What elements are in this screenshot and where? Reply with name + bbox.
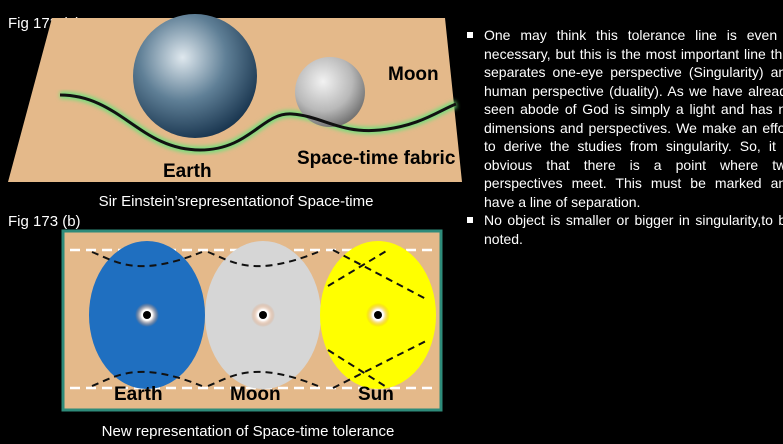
- object-label: Moon: [230, 384, 281, 405]
- center-dot: [143, 311, 151, 319]
- center-dot: [259, 311, 267, 319]
- earth-label: Earth: [163, 161, 212, 182]
- bullet: No object is smaller or bigger in singul…: [467, 211, 783, 248]
- bullet: One may think this tolerance line is eve…: [467, 26, 783, 211]
- bullet-list: One may think this tolerance line is eve…: [466, 26, 783, 248]
- warp-curves: [327, 249, 429, 389]
- fig-a-caption: Sir Einstein’srepresentationof Space-tim…: [99, 193, 374, 210]
- object-label: Sun: [358, 384, 394, 405]
- fabric-label: Space-time fabric: [297, 148, 456, 169]
- fig-b-label: Fig 173 (b): [8, 213, 81, 230]
- warp-curves: [91, 251, 203, 387]
- fig-b-caption: New representation of Space-time toleran…: [102, 423, 395, 440]
- object-label: Earth: [114, 384, 163, 405]
- moon-label: Moon: [388, 64, 439, 85]
- warp-curves: [207, 251, 319, 387]
- earth-sphere: [133, 14, 257, 138]
- moon-sphere: [295, 57, 365, 127]
- fabric-line: [59, 93, 457, 152]
- center-dot: [374, 311, 382, 319]
